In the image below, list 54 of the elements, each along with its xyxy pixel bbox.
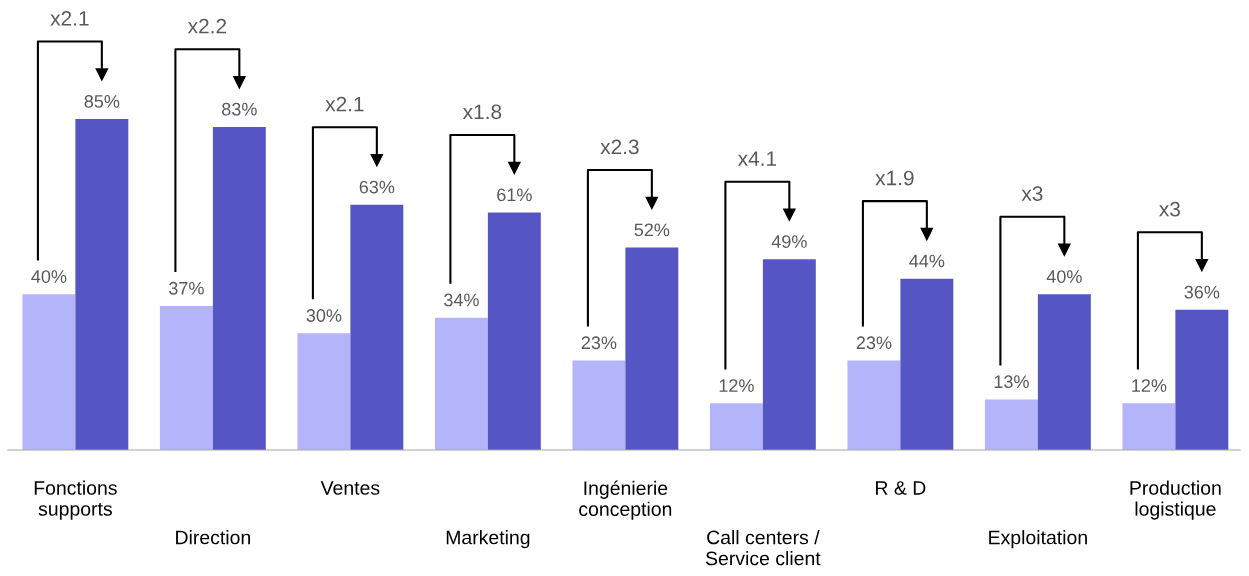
data-label: 44% bbox=[909, 254, 945, 268]
x-tick-label: Ingénierie conception bbox=[579, 480, 672, 520]
x-tick-label: Production logistique bbox=[1130, 480, 1221, 520]
x-tick-label: R & D bbox=[876, 481, 926, 495]
annotation: x1.9 bbox=[875, 170, 914, 186]
data-label: 12% bbox=[1132, 379, 1167, 392]
bar bbox=[1037, 294, 1091, 450]
data-label: 36% bbox=[1184, 285, 1220, 299]
data-label: 30% bbox=[306, 309, 342, 322]
data-label: 49% bbox=[771, 235, 807, 248]
text: x2.1 bbox=[325, 96, 364, 112]
data-label: 23% bbox=[856, 336, 892, 350]
data-label: 34% bbox=[444, 293, 479, 307]
x-tick-label: Direction bbox=[176, 530, 250, 545]
annotation: x3 bbox=[1159, 201, 1180, 217]
data-label: 37% bbox=[169, 281, 204, 295]
x-tick-label: Exploitation bbox=[989, 530, 1087, 549]
data-label: 85% bbox=[84, 95, 120, 108]
text: x2.1 bbox=[50, 11, 89, 26]
data-label: 52% bbox=[634, 223, 670, 237]
bar bbox=[159, 305, 213, 450]
x-tick-label: Marketing bbox=[446, 530, 530, 549]
bar bbox=[212, 126, 266, 450]
bar bbox=[1175, 309, 1229, 450]
data-label: 23% bbox=[581, 336, 617, 350]
bar bbox=[709, 403, 763, 450]
annotation: x1.8 bbox=[462, 104, 502, 120]
x-tick-label: Fonctions supports bbox=[34, 480, 117, 520]
data-label: 61% bbox=[497, 188, 532, 202]
bar bbox=[487, 212, 541, 450]
data-label: 83% bbox=[222, 102, 257, 116]
data-label: 40% bbox=[1046, 270, 1082, 283]
data-label: 13% bbox=[994, 375, 1029, 389]
bar bbox=[350, 204, 404, 450]
text: x2.2 bbox=[187, 18, 227, 34]
bar bbox=[75, 119, 129, 450]
bar bbox=[625, 247, 679, 450]
x-tick-label: Ventes bbox=[320, 481, 380, 495]
bar bbox=[22, 294, 76, 450]
bar bbox=[297, 333, 351, 450]
annotation: x3 bbox=[1021, 186, 1043, 201]
data-label: 12% bbox=[719, 379, 754, 392]
data-label: 40% bbox=[31, 270, 67, 283]
bar bbox=[984, 399, 1038, 450]
x-tick-label: Call centers / Service client bbox=[705, 530, 821, 566]
bar bbox=[847, 360, 901, 450]
bar bbox=[434, 317, 488, 450]
bar bbox=[762, 259, 816, 450]
bar bbox=[1122, 403, 1176, 450]
bar bbox=[572, 360, 626, 450]
bar bbox=[900, 278, 954, 450]
annotation: x2.3 bbox=[600, 139, 639, 155]
data-label: 63% bbox=[359, 180, 395, 194]
annotation: x4.1 bbox=[737, 151, 777, 166]
